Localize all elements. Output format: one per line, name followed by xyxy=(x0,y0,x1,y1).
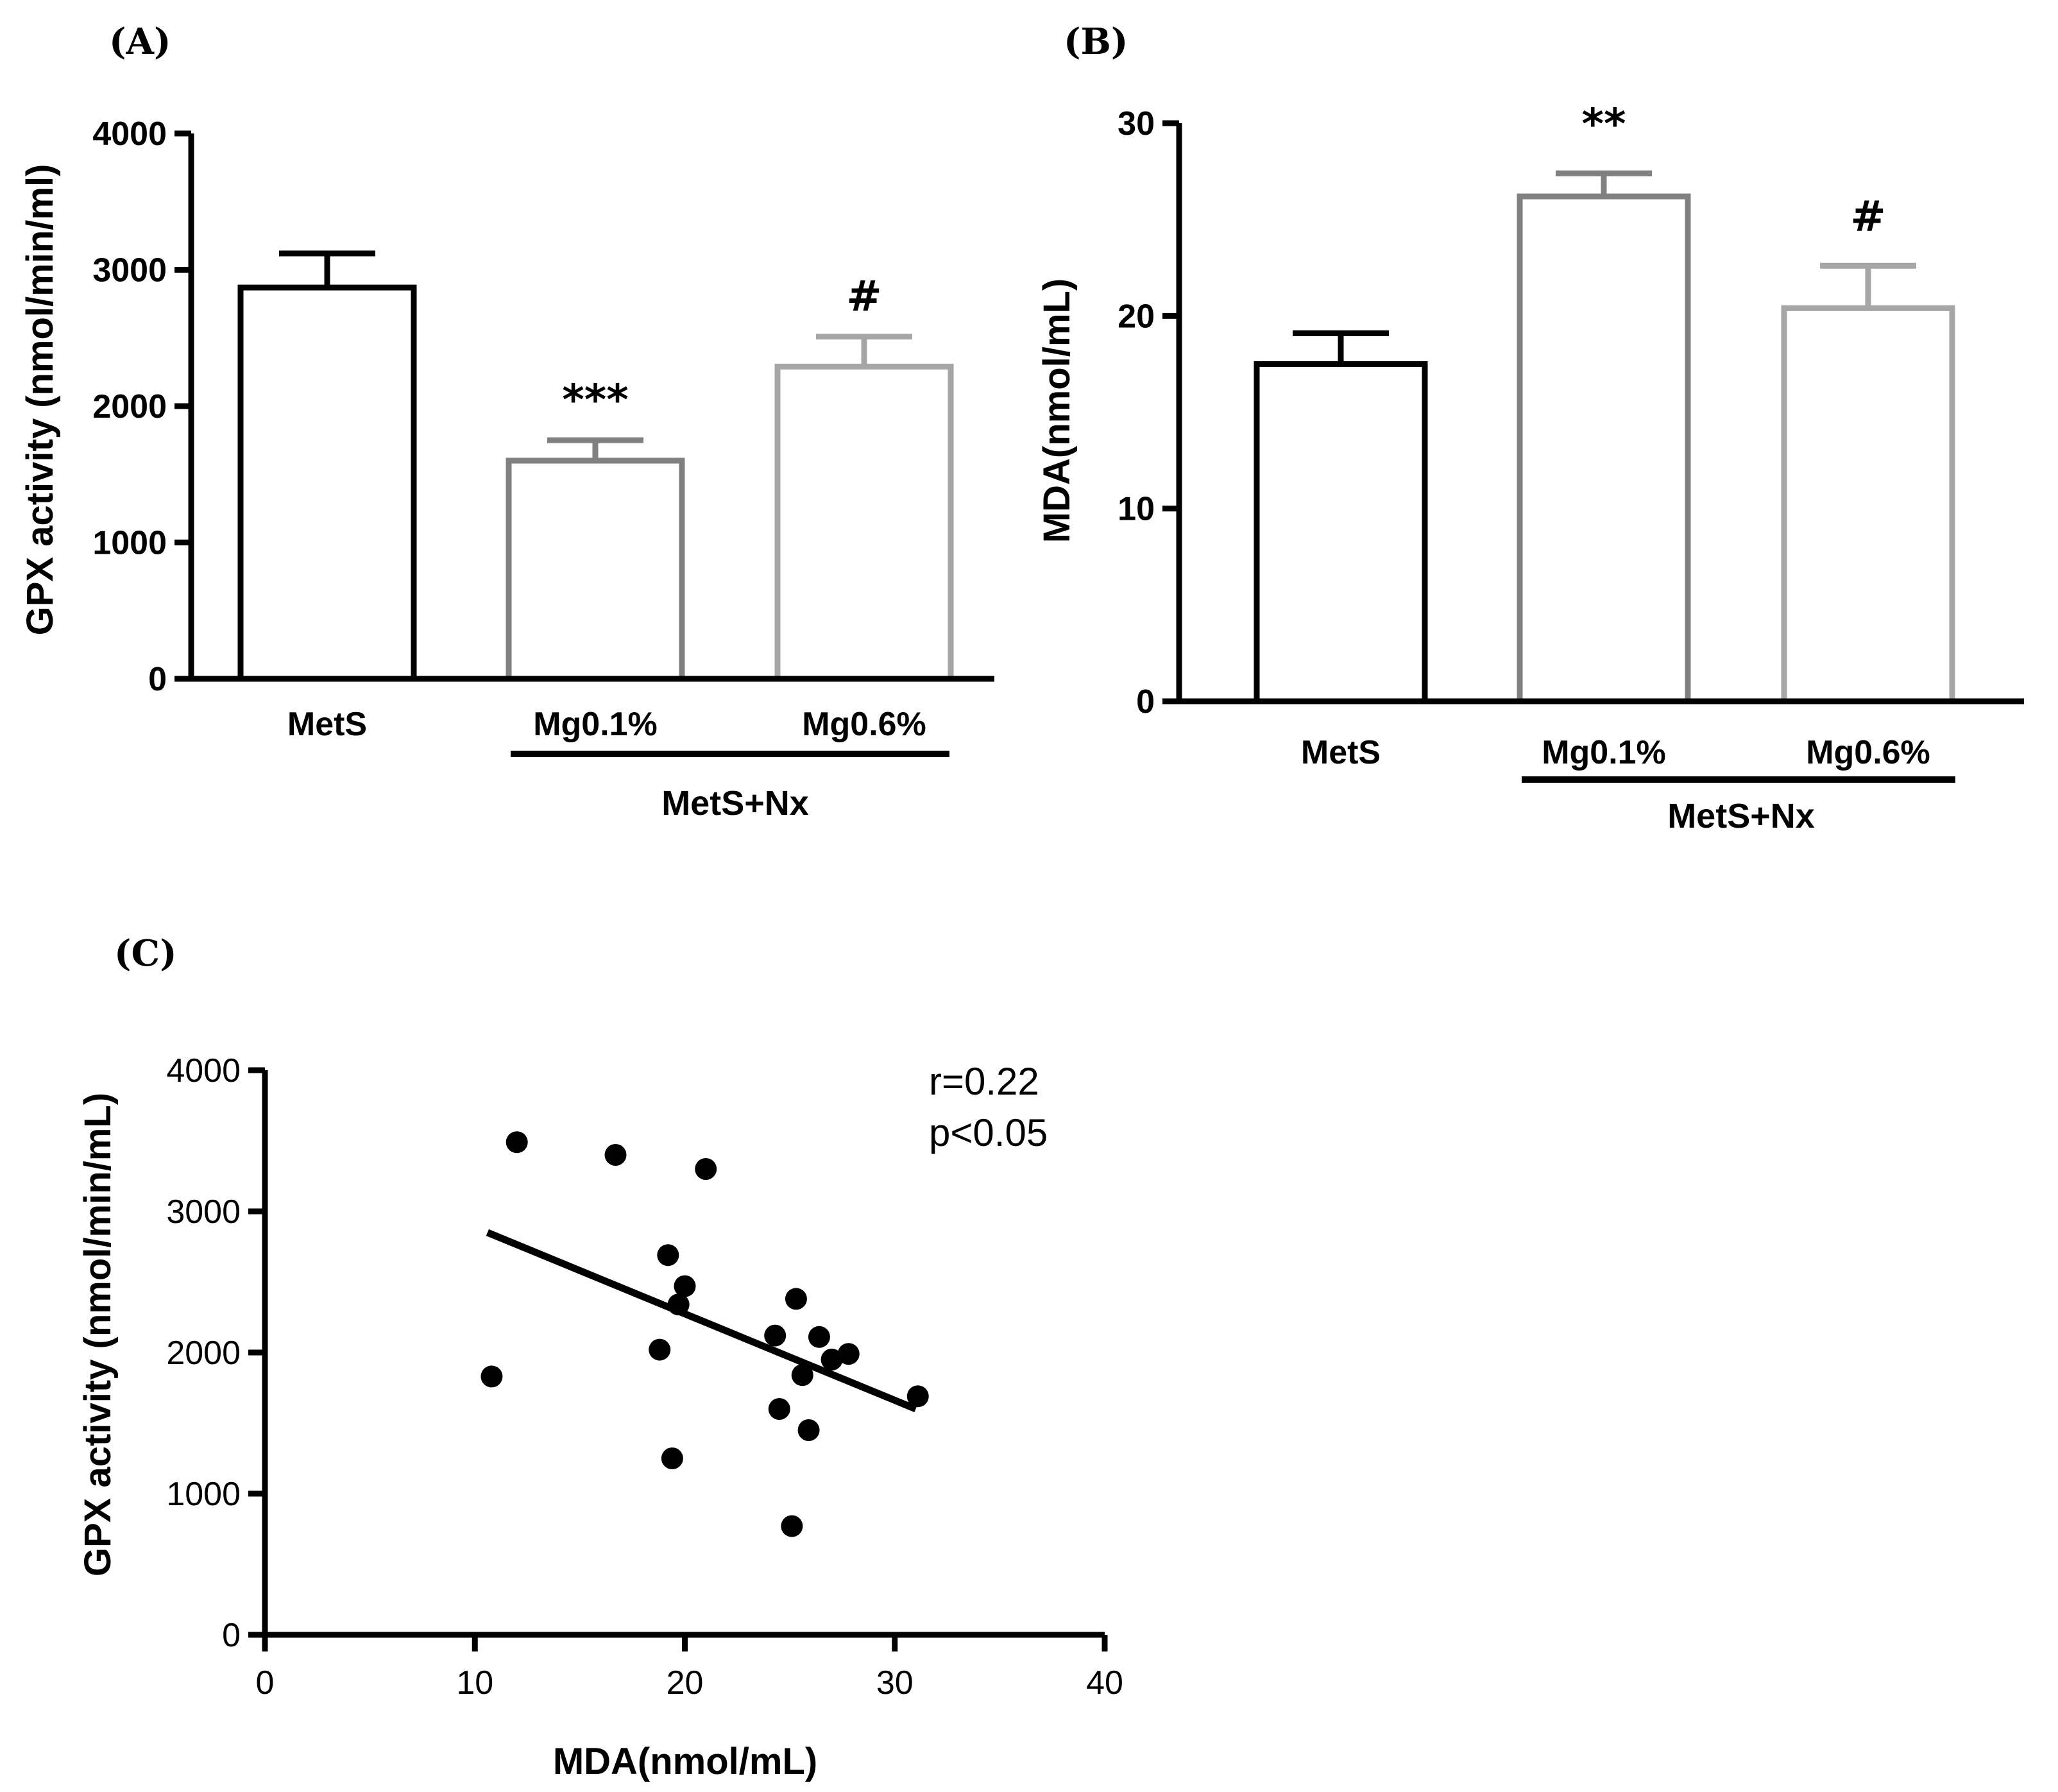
panel-b-bar-chart: (B) MDA(nmol/mL) 0 10 20 30 ** # MetS Mg0.1%… xyxy=(1036,21,2024,835)
c-scatter-point xyxy=(808,1326,830,1348)
panel-b-letter: (B) xyxy=(1064,21,1128,63)
a-bar-mg0-6 xyxy=(774,363,954,682)
c-y-tick-label-4000: 4000 xyxy=(166,1052,241,1089)
c-y-tick-label-1000: 1000 xyxy=(166,1476,241,1513)
panel-a-category-label-mg01: Mg0.1% xyxy=(533,706,658,743)
panel-a-category-label-mg06: Mg0.6% xyxy=(802,706,926,743)
a-bar-mets xyxy=(237,284,417,682)
a-y-tick-label-2000: 2000 xyxy=(92,388,167,425)
c-y-tick-label-2000: 2000 xyxy=(166,1335,241,1372)
c-scatter-point xyxy=(791,1364,813,1387)
c-scatter-point xyxy=(649,1338,671,1361)
c-scatter-point xyxy=(821,1349,843,1370)
b-y-tick-label-30: 30 xyxy=(1118,105,1155,142)
b-y-tick-label-10: 10 xyxy=(1118,491,1155,528)
panel-b-category-label-mg06: Mg0.6% xyxy=(1806,734,1930,771)
c-scatter-point xyxy=(764,1324,787,1347)
c-scatter-point xyxy=(785,1288,807,1310)
c-scatter-point xyxy=(781,1515,803,1537)
c-x-tick-label-30: 30 xyxy=(876,1664,914,1702)
b-bar-mets xyxy=(1254,361,1428,704)
c-x-tick-label-40: 40 xyxy=(1086,1664,1123,1702)
panel-a-group-label: MetS+Nx xyxy=(661,784,809,823)
panel-b-y-axis-title: MDA(nmol/mL) xyxy=(1036,278,1078,543)
panel-c-correlation-p: p<0.05 xyxy=(929,1111,1048,1154)
c-x-tick-label-10: 10 xyxy=(456,1664,493,1702)
c-y-tick-label-0: 0 xyxy=(222,1617,241,1654)
c-regression-line xyxy=(486,1229,917,1413)
panel-c-letter: (C) xyxy=(114,932,177,975)
panel-c-y-axis-title: GPX activity (nmol/min/mL) xyxy=(77,1093,119,1576)
b-significance-mg0-1: ** xyxy=(1581,99,1626,149)
panel-c-correlation-r: r=0.22 xyxy=(929,1060,1039,1103)
c-y-tick-label-3000: 3000 xyxy=(166,1193,241,1231)
c-scatter-point xyxy=(837,1343,860,1365)
a-y-tick-label-0: 0 xyxy=(148,661,167,698)
panel-b-group-label: MetS+Nx xyxy=(1667,797,1815,835)
panel-b-category-label-mets: MetS xyxy=(1301,734,1381,771)
b-y-tick-label-20: 20 xyxy=(1118,298,1155,335)
c-scatter-point xyxy=(797,1419,820,1441)
b-significance-mg0-6: # xyxy=(1850,192,1885,241)
a-y-tick-label-3000: 3000 xyxy=(92,252,167,289)
a-significance-mg0-6: # xyxy=(846,272,881,321)
a-y-tick-label-4000: 4000 xyxy=(92,115,167,153)
panel-b-category-label-mg01: Mg0.1% xyxy=(1542,734,1666,771)
b-y-tick-label-0: 0 xyxy=(1136,683,1155,721)
c-scatter-point xyxy=(480,1365,503,1388)
c-scatter-point xyxy=(506,1131,528,1154)
a-bar-mg0-1 xyxy=(506,457,685,682)
c-scatter-point xyxy=(768,1398,790,1420)
panel-c-scatter-plot: (C) GPX activity (nmol/min/mL) MDA(nmol/… xyxy=(77,932,1123,1782)
c-x-tick-label-20: 20 xyxy=(667,1664,704,1702)
a-y-tick-label-1000: 1000 xyxy=(92,525,167,562)
c-scatter-point xyxy=(667,1293,690,1316)
c-x-tick-label-0: 0 xyxy=(256,1664,275,1702)
b-bar-mg0-6 xyxy=(1781,305,1955,704)
c-scatter-point xyxy=(906,1385,929,1408)
panel-c-x-axis-title: MDA(nmol/mL) xyxy=(553,1741,817,1782)
panel-a-y-axis-title: GPX activity (nmol/min/ml) xyxy=(19,164,61,636)
panel-a-letter: (A) xyxy=(109,21,171,63)
c-scatter-point xyxy=(657,1244,679,1267)
panel-a-bar-chart: (A) GPX activity (nmol/min/ml) 0 1000 2000… xyxy=(19,21,994,823)
b-bar-mg0-1 xyxy=(1517,193,1691,704)
c-scatter-point xyxy=(604,1144,627,1166)
c-scatter-point xyxy=(674,1275,696,1297)
c-scatter-point xyxy=(661,1447,683,1469)
panel-a-category-label-mets: MetS xyxy=(287,706,367,743)
c-scatter-point xyxy=(695,1158,717,1180)
a-significance-mg0-1: *** xyxy=(562,375,629,425)
